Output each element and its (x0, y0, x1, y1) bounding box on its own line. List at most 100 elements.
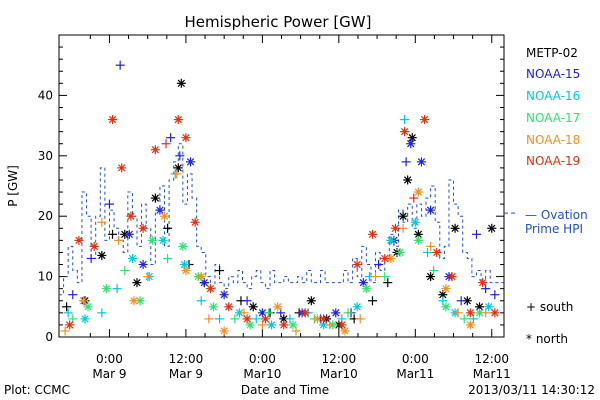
footer-credit: Plot: CCMC (4, 383, 70, 397)
legend-ovation-word: Ovation (541, 208, 588, 222)
x-tick-date-label: Mar 9 (169, 367, 203, 381)
south-point (400, 115, 410, 125)
north-point (400, 127, 410, 137)
legend-noaa-16: NOAA-16 (526, 89, 580, 103)
south-point (62, 302, 72, 312)
north-point (155, 205, 165, 215)
north-point (260, 314, 270, 324)
north-point (245, 320, 255, 330)
north-point (426, 205, 436, 215)
south-point (63, 308, 73, 318)
north-point (181, 133, 191, 143)
north-point (173, 163, 183, 173)
north-point (386, 253, 396, 263)
north-point (416, 157, 426, 167)
north-point (234, 308, 244, 318)
x-tick-date-label: Mar10 (320, 367, 358, 381)
north-point (181, 266, 191, 276)
y-axis-label: P [GW] (6, 165, 20, 207)
south-point (471, 229, 481, 239)
north-point (413, 187, 423, 197)
south-point (409, 193, 419, 203)
y-axis: 0 10 20 30 40 (38, 34, 504, 344)
x-tick-time-label: 12:00 (322, 352, 357, 366)
north-point (117, 163, 127, 173)
south-point (60, 326, 70, 336)
x-tick-time-label: 12:00 (169, 352, 204, 366)
south-point (398, 223, 408, 233)
north-point (224, 302, 234, 312)
satellite-points (60, 60, 500, 336)
north-point (138, 223, 148, 233)
south-point (251, 314, 261, 324)
north-point (337, 320, 347, 330)
y-tick-label: 0 (45, 330, 53, 344)
north-point (267, 320, 277, 330)
north-point (465, 320, 475, 330)
south-point (163, 223, 173, 233)
north-point (487, 223, 497, 233)
north-point (126, 211, 136, 221)
south-point (196, 296, 206, 306)
north-point (83, 302, 93, 312)
x-tick-date-label: Mar11 (396, 367, 434, 381)
north-point (288, 320, 298, 330)
south-point (204, 314, 214, 324)
y-tick-label: 10 (38, 270, 53, 284)
north-point (78, 296, 88, 306)
north-point (219, 326, 229, 336)
north-point (331, 308, 341, 318)
north-point (208, 302, 218, 312)
south-point (456, 296, 466, 306)
north-point (124, 229, 134, 239)
north-point (398, 211, 408, 221)
north-point (380, 253, 390, 263)
north-point (205, 284, 215, 294)
south-point (120, 266, 130, 276)
south-point (161, 139, 171, 149)
north-point (97, 250, 107, 260)
south-point (481, 308, 491, 318)
north-point (248, 302, 258, 312)
south-point (215, 314, 225, 324)
y-tick-label: 20 (38, 209, 53, 223)
north-point (419, 115, 429, 125)
north-point (390, 223, 400, 233)
north-point (127, 253, 137, 263)
north-point (447, 272, 457, 282)
south-point (367, 296, 377, 306)
x-axis-label: Date and Time (241, 383, 329, 397)
plot-frame (58, 34, 505, 338)
north-point (441, 284, 451, 294)
south-point (163, 253, 173, 263)
north-point (89, 241, 99, 251)
legend-noaa-15: NOAA-15 (526, 67, 580, 81)
south-point (325, 320, 335, 330)
south-point (97, 217, 107, 227)
north-point (176, 78, 186, 88)
north-point (478, 278, 488, 288)
north-point (361, 284, 371, 294)
x-tick-date-label: Mar11 (473, 367, 511, 381)
south-point (143, 272, 153, 282)
x-tick-date-label: Mar10 (243, 367, 281, 381)
north-point (490, 308, 500, 318)
north-point (406, 139, 416, 149)
y-tick-label: 40 (38, 88, 53, 102)
legend: METP-02 NOAA-15 NOAA-16 NOAA-17 NOAA-18 … (525, 46, 588, 346)
north-point (465, 308, 475, 318)
north-point (132, 278, 142, 288)
south-point (429, 266, 439, 276)
footer-timestamp: 2013/03/11 14:30:12 (468, 383, 595, 397)
legend-ovation-line1: — Ovation (525, 208, 588, 222)
north-point (352, 260, 362, 270)
legend-noaa-17: NOAA-17 (526, 111, 580, 125)
south-point (459, 314, 469, 324)
south-point (490, 290, 500, 300)
north-point (441, 302, 451, 312)
north-point (462, 296, 472, 306)
north-point (319, 314, 329, 324)
north-point (279, 320, 289, 330)
legend-noaa-18: NOAA-18 (526, 133, 580, 147)
